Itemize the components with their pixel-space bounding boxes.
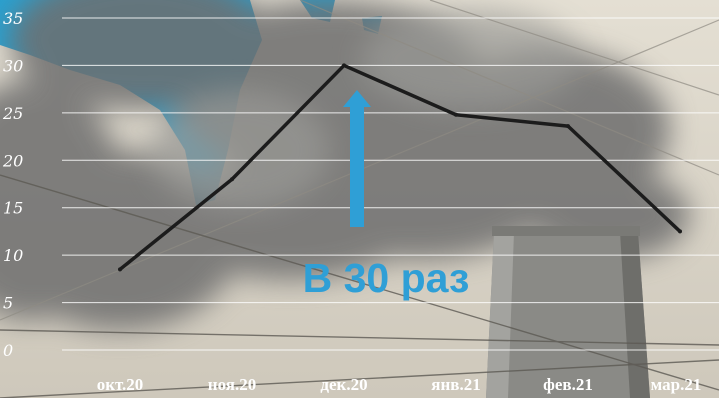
y-tick-label: 5 (3, 294, 13, 313)
data-point (678, 229, 682, 234)
series-points (118, 63, 682, 272)
x-tick-label: дек.20 (320, 375, 367, 394)
x-tick-label: янв.21 (431, 375, 480, 394)
y-tick-label: 30 (3, 56, 23, 75)
y-tick-label: 10 (3, 246, 23, 265)
data-point (454, 112, 458, 117)
series-line (118, 63, 682, 272)
y-tick-label: 25 (2, 104, 23, 123)
data-point (118, 267, 122, 272)
gridlines (62, 17, 719, 351)
y-tick-label: 35 (3, 9, 23, 28)
data-point (342, 63, 346, 68)
x-tick-label: фев.21 (543, 375, 593, 394)
arrow-head (343, 90, 371, 107)
arrow-shaft (350, 105, 364, 227)
y-axis-ticks: 0 5 10 15 20 25 30 35 (2, 9, 23, 360)
x-tick-label: ноя.20 (208, 375, 256, 394)
y-tick-label: 15 (3, 199, 23, 218)
annotation-arrow (343, 90, 371, 227)
x-axis-ticks: окт.20 ноя.20 дек.20 янв.21 фев.21 мар.21 (97, 375, 702, 394)
x-tick-label: окт.20 (97, 375, 144, 394)
annotation-label: В 30 раз (303, 255, 470, 301)
y-tick-label: 20 (2, 151, 23, 170)
y-tick-label: 0 (3, 341, 13, 360)
smokestack (486, 226, 650, 398)
data-point (566, 124, 570, 129)
x-tick-label: мар.21 (651, 375, 702, 394)
data-point (230, 177, 234, 182)
